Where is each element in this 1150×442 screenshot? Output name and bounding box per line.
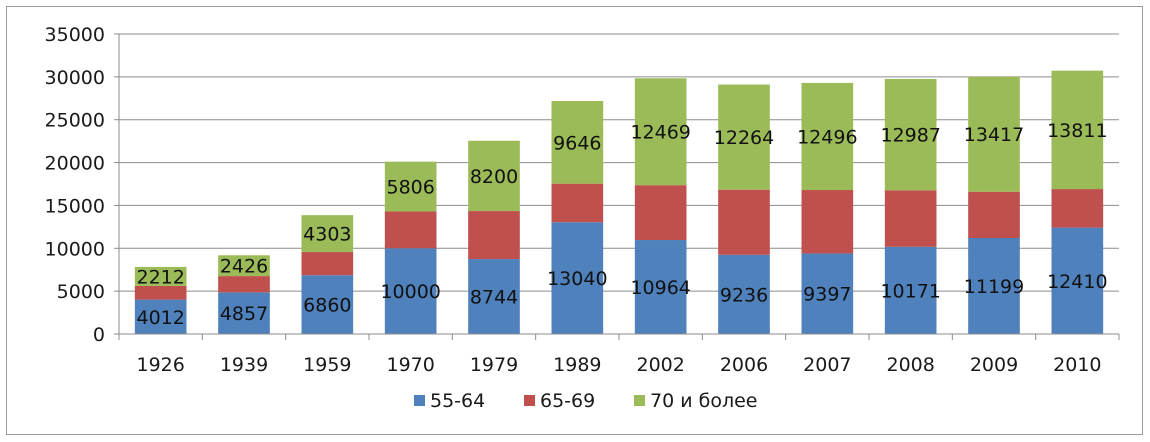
data-label: 9397 (803, 284, 851, 306)
data-label: 11199 (964, 276, 1024, 298)
bar-segment (718, 254, 770, 334)
data-label: 4303 (303, 224, 351, 246)
data-label: 9646 (553, 132, 601, 154)
bar-segment (1051, 189, 1104, 228)
bar-segment (218, 276, 270, 293)
data-label: 13811 (1047, 120, 1107, 142)
data-label: 12410 (1047, 271, 1107, 293)
bar-segment (1051, 227, 1104, 334)
bar-segment (718, 189, 770, 255)
bar-segment (134, 266, 187, 286)
bar-segment (884, 78, 937, 191)
legend-swatch (524, 395, 535, 406)
bar-segment (468, 259, 520, 334)
bar-segment (384, 211, 437, 249)
bar-segment (968, 191, 1020, 239)
bar-segment (884, 246, 937, 334)
y-tick-label: 20000 (45, 153, 105, 175)
bar-segment (301, 252, 354, 276)
data-label: 2426 (220, 256, 268, 278)
x-tick-label: 2007 (803, 354, 851, 376)
data-label: 10171 (880, 280, 940, 302)
bar-segment (218, 292, 270, 334)
data-label: 2212 (136, 266, 184, 288)
legend-label: 70 и более (650, 390, 757, 412)
x-tick-label: 2002 (636, 354, 684, 376)
bar-segment (968, 76, 1020, 192)
data-labels: 4012 2212 4857 2426 6860 4303 10000 5806 8744 820… (136, 120, 1107, 329)
bar-segment (634, 78, 687, 186)
y-tick-label: 15000 (45, 195, 105, 217)
legend-label: 65-69 (540, 390, 595, 412)
legend-swatch (414, 395, 425, 406)
data-label: 5806 (386, 177, 434, 199)
bar-segment (218, 255, 270, 277)
x-tick-label: 1970 (386, 354, 434, 376)
x-tick-label: 1989 (553, 354, 601, 376)
legend-label: 55-64 (430, 390, 485, 412)
data-label: 8744 (470, 287, 518, 309)
bar-segment (718, 84, 770, 190)
bar-segment (134, 299, 187, 334)
bar-segment (801, 253, 854, 334)
bar-segment (884, 190, 937, 247)
x-tick-label: 2009 (970, 354, 1018, 376)
bar-segment (551, 183, 604, 223)
bar-segment (968, 238, 1020, 334)
data-label: 6860 (303, 295, 351, 317)
y-tick-label: 0 (93, 324, 105, 346)
bar-segment (384, 161, 437, 212)
data-label: 12469 (630, 122, 690, 144)
bar-segment (634, 185, 687, 241)
bar-segment (301, 215, 354, 253)
x-tick-label: 2008 (886, 354, 934, 376)
legend: 55-64 65-69 70 и более (414, 390, 757, 412)
data-label: 4012 (136, 307, 184, 329)
bar-segment (801, 82, 854, 191)
y-tick-label: 10000 (45, 238, 105, 260)
x-axis: 1926 1939 1959 1970 1979 1989 2002 2006 2007 2008… (114, 33, 1120, 376)
bar-segment (551, 222, 604, 334)
x-tick-label: 2006 (720, 354, 768, 376)
x-tick-label: 2010 (1053, 354, 1101, 376)
x-tick-label: 1979 (470, 354, 518, 376)
data-label: 4857 (220, 303, 268, 325)
data-label: 12496 (797, 126, 857, 148)
bar-segment (384, 248, 437, 334)
y-axis-tick-labels: 0 5000 10000 15000 20000 25000 30000 35000 (45, 24, 105, 346)
data-label: 13040 (547, 268, 607, 290)
y-tick-label: 25000 (45, 110, 105, 132)
x-tick-label: 1959 (303, 354, 351, 376)
bar-segment (468, 211, 520, 260)
data-label: 9236 (720, 284, 768, 306)
x-tick-label: 1939 (220, 354, 268, 376)
data-label: 12987 (880, 125, 940, 147)
legend-swatch (634, 395, 645, 406)
bar-segment (634, 240, 687, 334)
bar-segment (301, 275, 354, 334)
data-label: 8200 (470, 166, 518, 188)
y-tick-label: 35000 (45, 24, 105, 46)
bar-segment (134, 285, 187, 300)
y-tick-label: 5000 (57, 281, 105, 303)
bar-segment (1051, 70, 1104, 190)
data-label: 12264 (714, 127, 774, 149)
x-tick-label: 1926 (136, 354, 184, 376)
bars (134, 70, 1104, 334)
data-label: 10964 (630, 277, 690, 299)
data-label: 13417 (964, 124, 1024, 146)
bar-segment (801, 190, 854, 254)
bar-segment (468, 140, 520, 212)
data-label: 10000 (380, 281, 440, 303)
y-tick-label: 30000 (45, 67, 105, 89)
bar-segment (551, 100, 604, 184)
